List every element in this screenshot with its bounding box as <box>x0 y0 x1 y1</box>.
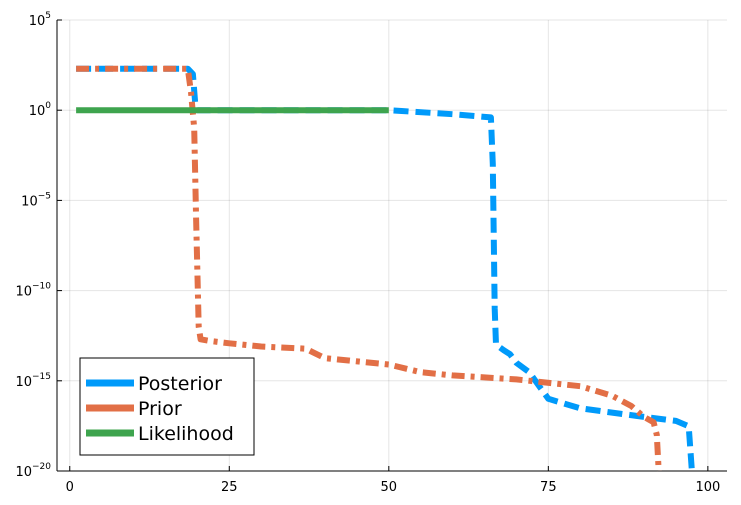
x-ticks: 0 25 50 75 100 <box>66 466 720 495</box>
legend: Posterior Prior Likelihood <box>79 357 255 456</box>
x-tick-label: 75 <box>540 480 557 495</box>
y-tick-label: 10−5 <box>21 191 51 209</box>
x-tick-label: 25 <box>221 480 238 495</box>
x-tick-label: 100 <box>695 480 720 495</box>
y-tick-label: 10−15 <box>15 372 51 390</box>
y-tick-label: 105 <box>29 11 51 29</box>
y-ticks: 10−20 10−15 10−10 10−5 100 105 <box>15 11 62 480</box>
legend-label-likelihood: Likelihood <box>138 423 234 445</box>
y-tick-label: 100 <box>29 101 52 119</box>
y-tick-label: 10−20 <box>15 462 51 480</box>
x-tick-label: 50 <box>381 480 398 495</box>
axes <box>56 20 727 472</box>
series-lines <box>76 65 695 472</box>
x-tick-label: 0 <box>66 480 74 495</box>
legend-label-posterior: Posterior <box>138 373 222 395</box>
legend-label-prior: Prior <box>138 398 182 420</box>
series-line-prior <box>76 65 662 472</box>
y-tick-label: 10−10 <box>15 282 51 300</box>
